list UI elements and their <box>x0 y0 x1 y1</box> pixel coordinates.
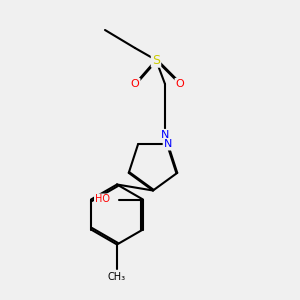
Text: S: S <box>152 53 160 67</box>
Text: O: O <box>130 79 140 89</box>
Text: N: N <box>161 130 169 140</box>
Text: N: N <box>164 140 172 149</box>
Text: O: O <box>176 79 184 89</box>
Text: HO: HO <box>95 194 110 205</box>
Text: CH₃: CH₃ <box>108 272 126 283</box>
